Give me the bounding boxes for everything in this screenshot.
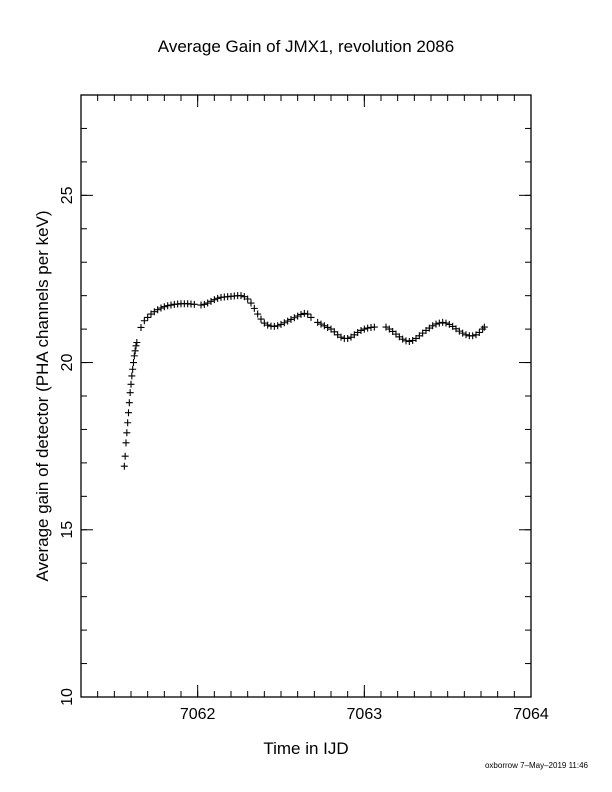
data-point (270, 322, 278, 330)
data-point (247, 299, 255, 307)
data-point (154, 306, 162, 314)
data-point (122, 439, 130, 447)
data-point (300, 309, 308, 317)
x-tick-label: 7063 (347, 706, 383, 723)
x-axis-label: Time in IJD (263, 739, 348, 758)
data-point (160, 303, 168, 311)
x-tick-label: 7062 (180, 706, 216, 723)
data-point (144, 313, 152, 321)
data-point (190, 300, 198, 308)
data-point (197, 301, 205, 309)
data-point (124, 419, 132, 427)
data-point (290, 314, 298, 322)
y-tick-label: 20 (59, 354, 76, 372)
data-point (128, 372, 136, 380)
data-point (126, 389, 134, 397)
data-point (399, 335, 407, 343)
y-tick-label: 15 (59, 521, 76, 539)
data-points (120, 292, 488, 470)
data-point (432, 320, 440, 328)
data-point (284, 317, 292, 325)
data-point (264, 321, 272, 329)
data-point (250, 304, 258, 312)
data-point (330, 328, 338, 336)
data-point (137, 323, 145, 331)
data-point (120, 462, 128, 470)
plot-frame (80, 94, 532, 698)
data-point (167, 301, 175, 309)
data-point (435, 319, 443, 327)
data-point (462, 331, 470, 339)
data-point (125, 409, 132, 417)
axis-ticks (81, 95, 532, 698)
data-point (210, 296, 218, 304)
data-point (164, 302, 172, 310)
data-point (314, 318, 322, 326)
data-point (200, 300, 208, 308)
data-point (274, 322, 282, 330)
data-point (324, 323, 332, 331)
data-point (442, 319, 450, 327)
data-point (475, 328, 483, 336)
data-point (317, 320, 325, 328)
chart-title: Average Gain of JMX1, revolution 2086 (158, 37, 454, 56)
data-point (297, 310, 305, 318)
y-tick-label: 10 (59, 688, 76, 706)
data-point (133, 338, 141, 346)
data-point (357, 326, 365, 334)
axis-tick-labels: 7062 7063 7064 10 15 20 25 (59, 186, 549, 723)
data-point (129, 365, 137, 373)
data-point (244, 295, 252, 303)
data-point (121, 452, 129, 460)
data-point (127, 380, 135, 388)
data-point (337, 333, 345, 341)
data-point (254, 310, 262, 318)
data-point (257, 315, 265, 323)
x-tick-label: 7064 (513, 706, 549, 723)
data-point (207, 297, 215, 305)
data-point (405, 337, 413, 345)
data-point (469, 332, 477, 340)
data-point (429, 322, 437, 330)
y-tick-label: 25 (59, 186, 76, 204)
data-point (204, 299, 212, 307)
data-point (294, 312, 302, 320)
data-point (131, 347, 139, 355)
data-point (214, 294, 222, 302)
data-point (480, 323, 488, 331)
data-point (304, 310, 312, 318)
data-point (459, 329, 467, 337)
data-point (130, 352, 138, 360)
data-point (125, 399, 133, 407)
data-point (132, 342, 140, 350)
data-point (287, 315, 295, 323)
data-point (402, 337, 410, 345)
data-point (237, 292, 245, 300)
data-point (130, 359, 137, 367)
data-point (277, 320, 285, 328)
data-point (307, 313, 315, 321)
data-point (364, 324, 372, 332)
data-point (140, 317, 148, 325)
data-point (439, 318, 447, 326)
data-point (360, 325, 368, 333)
y-axis-label: Average gain of detector (PHA channels p… (33, 210, 52, 581)
data-point (370, 323, 378, 331)
footer-credit: oxborrow 7–May–2019 11:46 (485, 761, 589, 770)
data-point (123, 429, 131, 437)
data-point (320, 322, 328, 330)
data-point (344, 334, 352, 342)
data-point (280, 319, 288, 327)
data-point (157, 304, 165, 312)
